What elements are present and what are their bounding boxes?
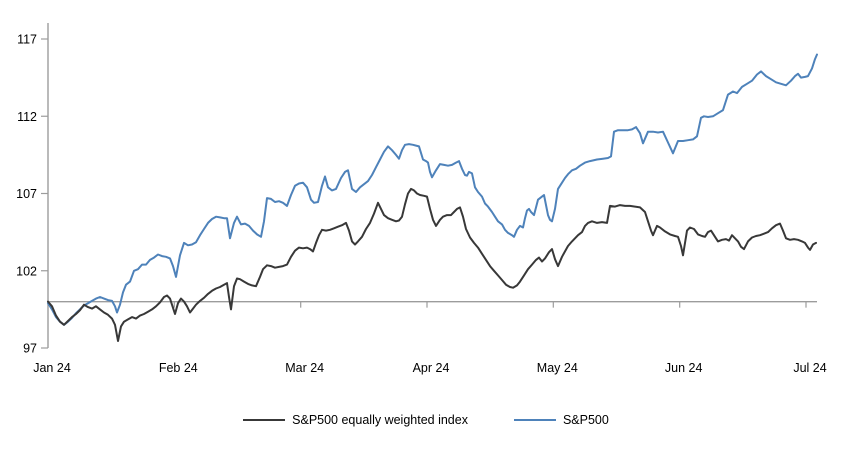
y-tick-label: 107 (16, 187, 37, 201)
legend-label-equal-weight: S&P500 equally weighted index (292, 413, 468, 427)
x-tick-label: Feb 24 (159, 361, 198, 375)
legend-item-equal-weight: S&P500 equally weighted index (243, 413, 468, 427)
y-tick-label: 117 (17, 33, 37, 47)
legend-item-sp500: S&P500 (513, 413, 609, 427)
x-tick-label: Jul 24 (793, 361, 826, 375)
x-tick-label: Jan 24 (33, 361, 71, 375)
legend-label-sp500: S&P500 (562, 413, 609, 427)
legend-line-swatch-blue (513, 419, 556, 421)
x-tick-label: Mar 24 (285, 361, 324, 375)
series-lines (47, 53, 818, 342)
x-tick-label: Apr 24 (413, 361, 450, 375)
x-tick-label: Jun 24 (665, 361, 703, 375)
y-tick-label: 112 (17, 110, 37, 124)
axes (41, 23, 817, 349)
y-tick-label: 102 (16, 264, 37, 278)
x-tick-label: May 24 (537, 361, 578, 375)
series-line-sp500 (47, 53, 818, 326)
axis-labels: Jan 24 Feb 24 Mar 24 Apr 24 May 24 Jun 24 Jul … (16, 33, 827, 376)
chart-legend: S&P500 equally weighted index S&P500 (0, 413, 852, 427)
series-line-equal-weight (47, 187, 817, 342)
y-tick-label: 97 (23, 342, 37, 356)
legend-line-swatch-dark (243, 419, 286, 421)
